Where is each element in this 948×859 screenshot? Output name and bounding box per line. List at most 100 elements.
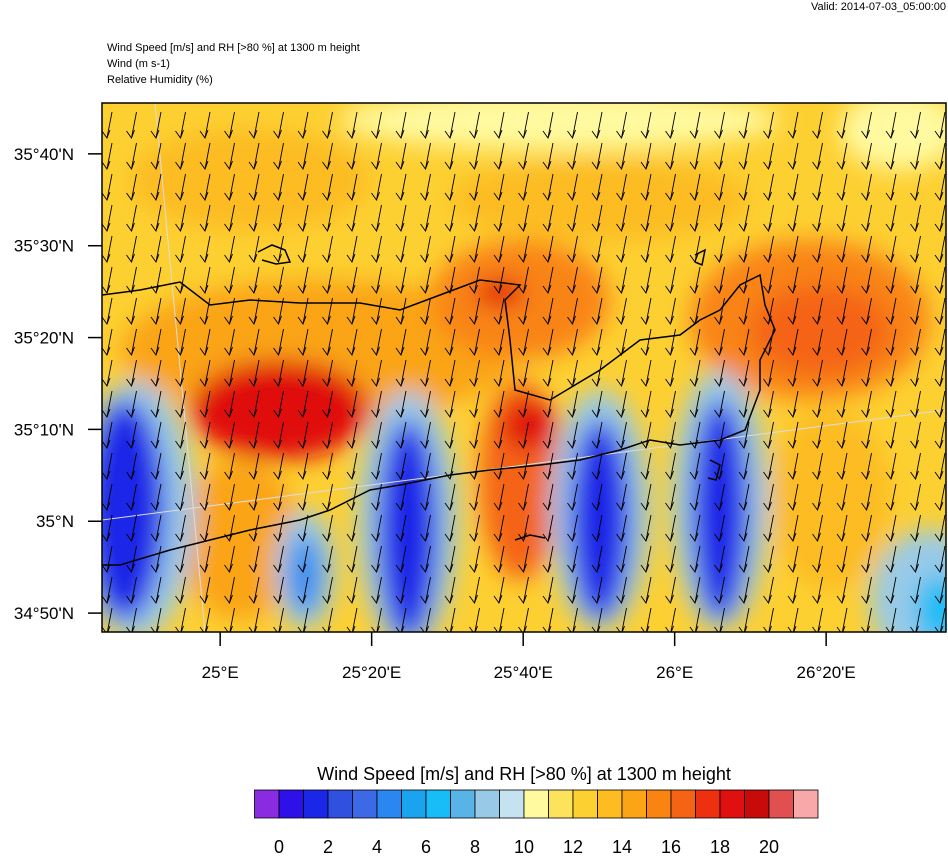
- wind-arrow: [371, 514, 382, 542]
- wind-arrow: [126, 173, 137, 201]
- wind-arrow: [738, 142, 750, 170]
- wind-arrow: [738, 576, 750, 604]
- wind-arrows: [102, 111, 946, 632]
- wind-arrow: [861, 235, 872, 263]
- wind-arrow: [665, 297, 676, 325]
- wind-arrow: [273, 266, 284, 294]
- wind-arrow: [836, 390, 848, 418]
- wind-arrow: [493, 359, 505, 387]
- colorbar-tick-label: 18: [710, 837, 730, 854]
- wind-arrow: [493, 142, 505, 170]
- wind-arrow: [175, 607, 186, 632]
- wind-arrow: [591, 235, 603, 263]
- wind-arrow: [836, 111, 848, 139]
- wind-arrow: [420, 266, 431, 294]
- wind-arrow: [150, 266, 162, 294]
- wind-arrow: [861, 328, 872, 356]
- wind-arrow: [150, 328, 162, 356]
- wind-arrow: [567, 266, 578, 294]
- wind-arrow: [738, 359, 750, 387]
- wind-arrow: [248, 452, 260, 480]
- wind-arrow: [175, 359, 186, 387]
- wind-arrow: [518, 607, 529, 632]
- wind-arrow: [885, 142, 897, 170]
- wind-arrow: [763, 328, 774, 356]
- wind-arrow: [787, 514, 799, 542]
- wind-arrow: [812, 452, 823, 480]
- wind-arrow: [542, 328, 554, 356]
- wind-arrow: [861, 266, 872, 294]
- wind-arrow: [787, 483, 799, 511]
- wind-arrow: [248, 328, 260, 356]
- wind-arrow: [395, 421, 407, 449]
- colorbar-swatch: [695, 789, 721, 819]
- wind-arrow: [469, 142, 480, 170]
- wind-arrow: [297, 204, 309, 232]
- wind-arrow: [591, 514, 603, 542]
- wind-arrow: [518, 483, 529, 511]
- wind-arrow: [714, 359, 725, 387]
- wind-arrow: [224, 576, 235, 604]
- wind-arrow: [518, 142, 529, 170]
- wind-arrow: [420, 111, 431, 139]
- wind-arrow: [934, 328, 946, 356]
- colorbar-tick-label: 6: [421, 837, 431, 854]
- wind-arrow: [714, 204, 725, 232]
- colorbar-swatch: [303, 789, 329, 819]
- colorbar-tick-label: 16: [661, 837, 681, 854]
- wind-arrow: [102, 514, 113, 542]
- wind-arrow: [199, 266, 211, 294]
- wind-arrow: [665, 576, 676, 604]
- wind-arrow: [787, 421, 799, 449]
- wind-arrow: [787, 235, 799, 263]
- map-field: [102, 103, 946, 632]
- wind-arrow: [910, 173, 921, 201]
- wind-arrow: [714, 111, 725, 139]
- wind-arrow: [885, 421, 897, 449]
- wind-arrow: [469, 483, 480, 511]
- wind-arrow: [787, 142, 799, 170]
- wind-arrow: [444, 328, 456, 356]
- wind-arrow: [812, 266, 823, 294]
- wind-arrow: [689, 421, 701, 449]
- wind-arrow: [395, 235, 407, 263]
- wind-arrow: [640, 173, 652, 201]
- wind-arrow: [542, 266, 554, 294]
- header-line: Wind Speed [m/s] and RH [>80 %] at 1300 …: [107, 42, 360, 54]
- wind-arrow: [175, 204, 186, 232]
- wind-arrow: [224, 390, 235, 418]
- wind-arrow: [616, 297, 627, 325]
- wind-arrow: [224, 452, 235, 480]
- wind-arrow: [469, 452, 480, 480]
- wind-arrow: [542, 576, 554, 604]
- wind-arrow: [175, 328, 186, 356]
- wind-arrow: [199, 576, 211, 604]
- wind-arrow: [934, 545, 946, 573]
- wind-arrow: [836, 483, 848, 511]
- wind-arrow: [469, 297, 480, 325]
- wind-arrow: [591, 359, 603, 387]
- wind-arrow: [150, 452, 162, 480]
- y-tick-label: 34°50'N: [14, 604, 74, 623]
- wind-arrow: [493, 421, 505, 449]
- wind-arrow: [836, 266, 848, 294]
- colorbar-swatch: [376, 789, 402, 819]
- wind-arrow: [126, 328, 137, 356]
- wind-arrow: [812, 204, 823, 232]
- wind-arrow: [763, 266, 774, 294]
- wind-arrow: [395, 142, 407, 170]
- wind-arrow: [273, 514, 284, 542]
- wind-arrow: [444, 173, 456, 201]
- wind-arrow: [787, 359, 799, 387]
- wind-arrow: [689, 483, 701, 511]
- wind-arrow: [469, 173, 480, 201]
- colorbar-swatch: [670, 789, 696, 819]
- wind-arrow: [322, 359, 333, 387]
- wind-arrow: [518, 173, 529, 201]
- wind-arrow: [567, 359, 578, 387]
- wind-arrow: [787, 297, 799, 325]
- wind-arrow: [248, 142, 260, 170]
- wind-arrow: [493, 514, 505, 542]
- wind-arrow: [738, 545, 750, 573]
- wind-arrow: [273, 328, 284, 356]
